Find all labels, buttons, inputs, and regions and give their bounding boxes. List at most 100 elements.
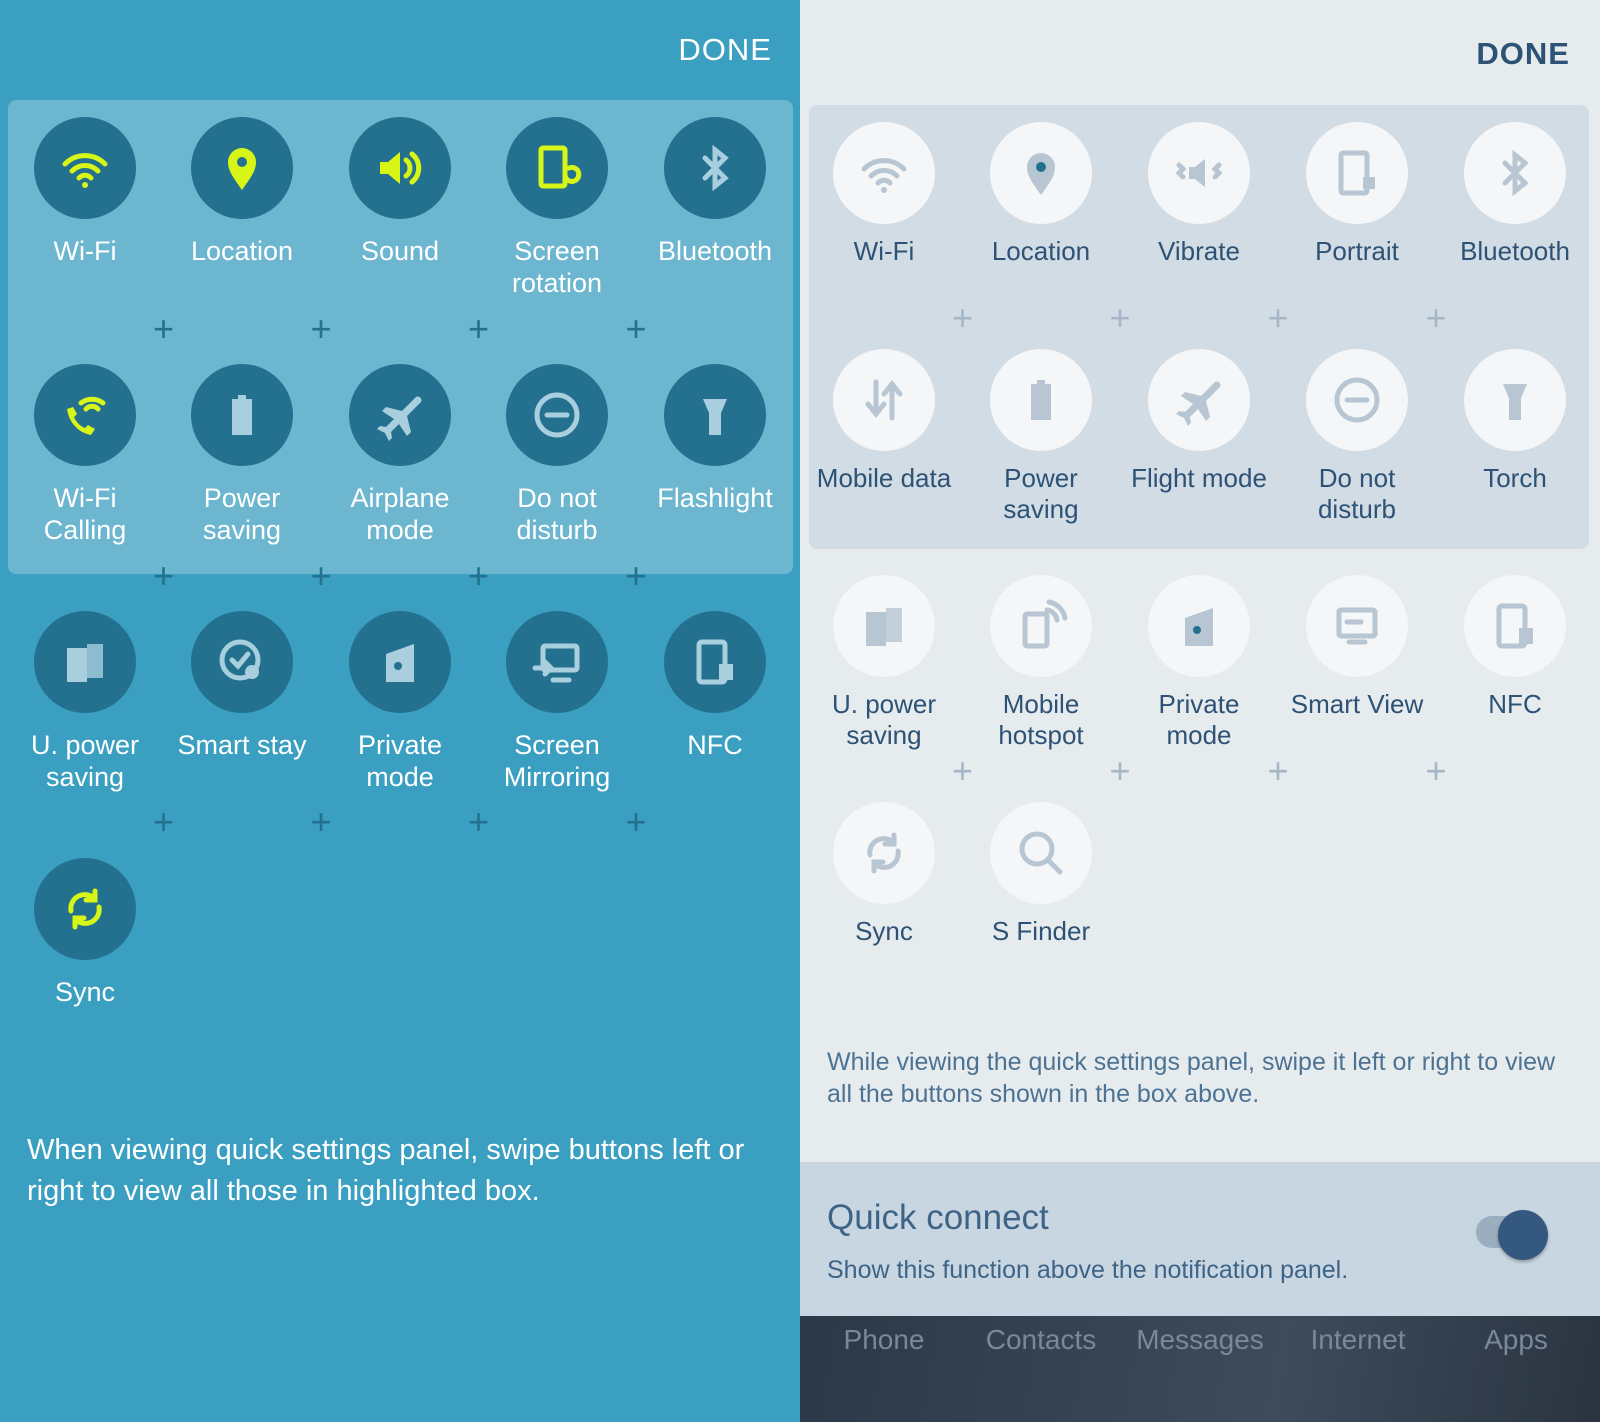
- screen-mirroring-icon[interactable]: [506, 611, 608, 713]
- tile-sync[interactable]: Sync: [809, 802, 959, 947]
- screen-rotation-icon[interactable]: [506, 117, 608, 219]
- add-slot-marker: +: [467, 555, 490, 596]
- power-saving-icon[interactable]: [191, 364, 293, 466]
- add-slot-marker: +: [951, 750, 974, 791]
- tile-label: Wi-Fi: [853, 236, 915, 266]
- tile-bluetooth[interactable]: Bluetooth: [1440, 122, 1590, 267]
- ultra-power-saving-icon[interactable]: [833, 575, 935, 677]
- add-slot-marker: +: [152, 801, 175, 842]
- quick-connect-section[interactable]: Quick connect Show this function above t…: [800, 1162, 1600, 1316]
- add-slot-marker: +: [310, 308, 332, 349]
- tile-label: Bluetooth: [657, 236, 773, 266]
- tile-ultra-power-saving[interactable]: U. power saving: [809, 575, 959, 751]
- sound-icon[interactable]: [349, 117, 451, 219]
- done-button[interactable]: DONE: [678, 32, 772, 67]
- tile-private-mode[interactable]: Private mode: [325, 611, 475, 793]
- portrait-icon[interactable]: [1306, 122, 1408, 224]
- tile-label: Bluetooth: [1460, 236, 1570, 266]
- dock-phone[interactable]: Phone: [843, 1324, 925, 1355]
- dock-internet[interactable]: Internet: [1310, 1324, 1406, 1355]
- tile-label: Vibrate: [1158, 236, 1240, 266]
- hint-text: While viewing the quick settings panel, …: [827, 1048, 1556, 1108]
- tile-label: Screen rotation: [511, 236, 603, 298]
- flashlight-icon[interactable]: [664, 364, 766, 466]
- search-icon[interactable]: [990, 802, 1092, 904]
- private-mode-icon[interactable]: [349, 611, 451, 713]
- tile-private-mode[interactable]: Private mode: [1124, 575, 1274, 751]
- tile-label: Smart stay: [177, 730, 307, 760]
- smart-view-icon[interactable]: [1306, 575, 1408, 677]
- tile-flashlight[interactable]: Torch: [1440, 349, 1590, 494]
- tile-label: Location: [190, 236, 294, 266]
- airplane-icon[interactable]: [1148, 349, 1250, 451]
- location-icon[interactable]: [990, 122, 1092, 224]
- tile-wifi[interactable]: Wi-Fi: [809, 122, 959, 267]
- tile-location[interactable]: Location: [966, 122, 1116, 267]
- sync-icon[interactable]: [833, 802, 935, 904]
- tile-label: Flight mode: [1131, 463, 1267, 493]
- add-slot-marker: +: [1425, 297, 1447, 338]
- wifi-icon[interactable]: [833, 122, 935, 224]
- private-mode-icon[interactable]: [1148, 575, 1250, 677]
- bluetooth-icon[interactable]: [1464, 122, 1566, 224]
- tile-sync[interactable]: Sync: [10, 858, 160, 1008]
- add-slot-marker: +: [1109, 297, 1131, 338]
- tile-screen-mirroring[interactable]: Screen Mirroring: [482, 611, 632, 793]
- tile-bluetooth[interactable]: Bluetooth: [640, 117, 790, 267]
- mobile-hotspot-icon[interactable]: [990, 575, 1092, 677]
- wifi-icon[interactable]: [34, 117, 136, 219]
- sync-icon[interactable]: [34, 858, 136, 960]
- tile-sound[interactable]: Sound: [325, 117, 475, 267]
- tile-nfc[interactable]: NFC: [1440, 575, 1590, 720]
- tile-label: Power saving: [202, 483, 282, 545]
- tile-do-not-disturb[interactable]: Do not disturb: [482, 364, 632, 546]
- tile-ultra-power-saving[interactable]: U. power saving: [10, 611, 160, 793]
- power-saving-icon[interactable]: [990, 349, 1092, 451]
- add-slot-marker: +: [1109, 750, 1131, 791]
- tile-nfc[interactable]: NFC: [640, 611, 790, 761]
- dock-contacts[interactable]: Contacts: [985, 1324, 1097, 1355]
- airplane-icon[interactable]: [349, 364, 451, 466]
- tile-vibrate[interactable]: Vibrate: [1124, 122, 1274, 267]
- mobile-data-icon[interactable]: [833, 349, 935, 451]
- ultra-power-saving-icon[interactable]: [34, 611, 136, 713]
- left-panel: DONE Wi-Fi Location Sound Screen rotation Bl…: [0, 0, 800, 1422]
- nfc-icon[interactable]: [664, 611, 766, 713]
- quick-connect-subtitle: Show this function above the notificatio…: [827, 1256, 1349, 1284]
- tile-location[interactable]: Location: [167, 117, 317, 267]
- do-not-disturb-icon[interactable]: [506, 364, 608, 466]
- tile-wifi-calling[interactable]: Wi-Fi Calling: [10, 364, 160, 546]
- tile-label: Location: [991, 236, 1091, 266]
- tile-do-not-disturb[interactable]: Do not disturb: [1282, 349, 1432, 525]
- dock-apps[interactable]: Apps: [1484, 1324, 1548, 1355]
- tile-wifi[interactable]: Wi-Fi: [10, 117, 160, 267]
- tile-mobile-data[interactable]: Mobile data: [809, 349, 959, 494]
- location-icon[interactable]: [191, 117, 293, 219]
- vibrate-icon[interactable]: [1148, 122, 1250, 224]
- quick-connect-toggle[interactable]: [1476, 1210, 1558, 1260]
- tile-mobile-hotspot[interactable]: Mobile hotspot: [966, 575, 1116, 751]
- tile-screen-rotation[interactable]: Screen rotation: [482, 117, 632, 299]
- add-slot-marker: +: [1425, 750, 1447, 791]
- flashlight-icon[interactable]: [1464, 349, 1566, 451]
- tile-portrait[interactable]: Portrait: [1282, 122, 1432, 267]
- tile-airplane[interactable]: Flight mode: [1124, 349, 1274, 494]
- tile-flashlight[interactable]: Flashlight: [640, 364, 790, 514]
- dock-messages[interactable]: Messages: [1136, 1324, 1264, 1355]
- tile-airplane[interactable]: Airplane mode: [325, 364, 475, 546]
- tile-smart-view[interactable]: Smart View: [1282, 575, 1432, 720]
- add-slot-marker: +: [1267, 750, 1289, 791]
- tile-power-saving[interactable]: Power saving: [966, 349, 1116, 525]
- add-slot-marker: +: [951, 297, 974, 338]
- done-button[interactable]: DONE: [1476, 36, 1570, 71]
- do-not-disturb-icon[interactable]: [1306, 349, 1408, 451]
- tile-smart-stay[interactable]: Smart stay: [167, 611, 317, 761]
- add-slot-marker: +: [1267, 297, 1289, 338]
- tile-power-saving[interactable]: Power saving: [167, 364, 317, 546]
- bluetooth-icon[interactable]: [664, 117, 766, 219]
- wifi-calling-icon[interactable]: [34, 364, 136, 466]
- tile-search[interactable]: S Finder: [966, 802, 1116, 947]
- right-panel: DONE Wi-Fi Location Vibrate Portrait Bluetoo…: [800, 0, 1600, 1422]
- nfc-icon[interactable]: [1464, 575, 1566, 677]
- smart-stay-icon[interactable]: [191, 611, 293, 713]
